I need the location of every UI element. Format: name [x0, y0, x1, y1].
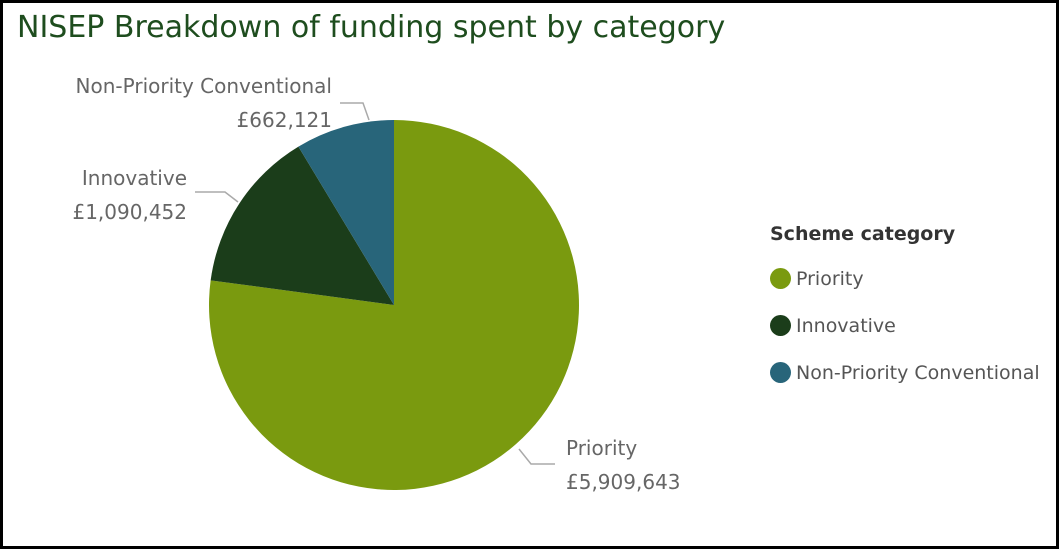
- pie-slice-non-priority-conventional[interactable]: [298, 120, 394, 305]
- legend-item-innovative[interactable]: Innovative: [770, 302, 1040, 349]
- pie-slice-priority[interactable]: [209, 120, 580, 490]
- data-label-value-innovative: £1,090,452: [72, 200, 187, 224]
- leader-line-innovative: [195, 191, 239, 203]
- legend: Scheme category Priority Innovative Non-Pr…: [770, 223, 1040, 396]
- data-label-name-non-priority-conventional: Non-Priority Conventional: [76, 74, 332, 98]
- chart-title: NISEP Breakdown of funding spent by cate…: [17, 10, 726, 45]
- legend-marker-innovative: [770, 315, 791, 336]
- data-label-name-priority: Priority: [566, 436, 637, 460]
- legend-marker-priority: [770, 268, 791, 289]
- legend-marker-non-priority-conventional: [770, 362, 791, 383]
- pie-chart: Priority £5,909,643 Innovative £1,090,452 No…: [72, 74, 681, 494]
- legend-item-priority[interactable]: Priority: [770, 255, 1040, 302]
- leader-line-priority: [518, 448, 555, 465]
- data-label-name-innovative: Innovative: [82, 166, 187, 190]
- legend-label-innovative: Innovative: [796, 314, 896, 337]
- legend-label-priority: Priority: [796, 267, 864, 290]
- legend-items: Priority Innovative Non-Priority Conventio…: [770, 255, 1040, 396]
- legend-item-non-priority-conventional[interactable]: Non-Priority Conventional: [770, 349, 1040, 396]
- legend-label-non-priority-conventional: Non-Priority Conventional: [796, 361, 1040, 384]
- pie-slice-innovative[interactable]: [210, 146, 394, 305]
- legend-title: Scheme category: [770, 223, 956, 245]
- data-label-value-priority: £5,909,643: [566, 470, 681, 494]
- data-label-value-non-priority-conventional: £662,121: [237, 108, 332, 132]
- leader-line-non-priority-conventional: [340, 102, 370, 121]
